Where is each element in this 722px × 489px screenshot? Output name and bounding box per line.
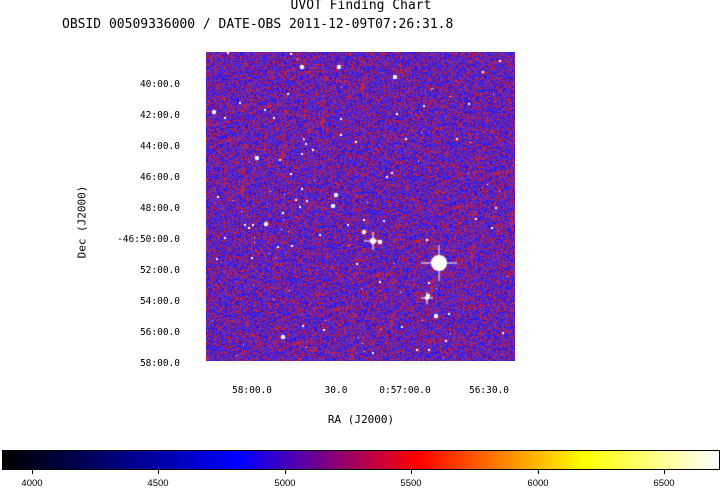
dec-tick-label: 52:00.0 — [139, 265, 180, 276]
chart-subtitle: OBSID 00509336000 / DATE-OBS 2011-12-09T… — [62, 17, 454, 32]
ra-tick-label: 30.0 — [324, 385, 348, 396]
colorbar-tick-mark — [538, 470, 539, 474]
colorbar-tick-mark — [158, 470, 159, 474]
dec-tick-label: 58:00.0 — [139, 358, 180, 369]
colorbar-tick-label: 6000 — [527, 478, 549, 489]
ra-tick-label: 0:57:00.0 — [379, 385, 431, 396]
dec-tick-label: 54:00.0 — [139, 296, 180, 307]
colorbar-tick-label: 5000 — [274, 478, 296, 489]
dec-tick-label: 46:00.0 — [139, 172, 180, 183]
dec-tick-label: 40:00.0 — [139, 79, 180, 90]
dec-tick-label: 48:00.0 — [139, 203, 180, 214]
colorbar-tick-mark — [664, 470, 665, 474]
dec-tick-label: -46:50:00.0 — [117, 234, 180, 245]
colorbar-tick-label: 5500 — [400, 478, 422, 489]
ra-tick-label: 58:00.0 — [231, 385, 273, 396]
x-axis-label: RA (J2000) — [327, 413, 395, 426]
colorbar-tick-mark — [411, 470, 412, 474]
sky-image[interactable] — [206, 52, 515, 361]
chart-title: UVOT Finding Chart — [290, 0, 432, 13]
ra-tick-label: 56:30.0 — [468, 385, 510, 396]
y-axis-label: Dec (J2000) — [75, 185, 89, 259]
dec-tick-label: 44:00.0 — [139, 141, 180, 152]
colorbar-tick-label: 6500 — [653, 478, 675, 489]
dec-tick-label: 42:00.0 — [139, 110, 180, 121]
colorbar — [2, 450, 720, 470]
colorbar-tick-mark — [285, 470, 286, 474]
colorbar-tick-label: 4000 — [21, 478, 43, 489]
dec-tick-label: 56:00.0 — [139, 327, 180, 338]
colorbar-tick-label: 4500 — [147, 478, 169, 489]
colorbar-tick-mark — [32, 470, 33, 474]
